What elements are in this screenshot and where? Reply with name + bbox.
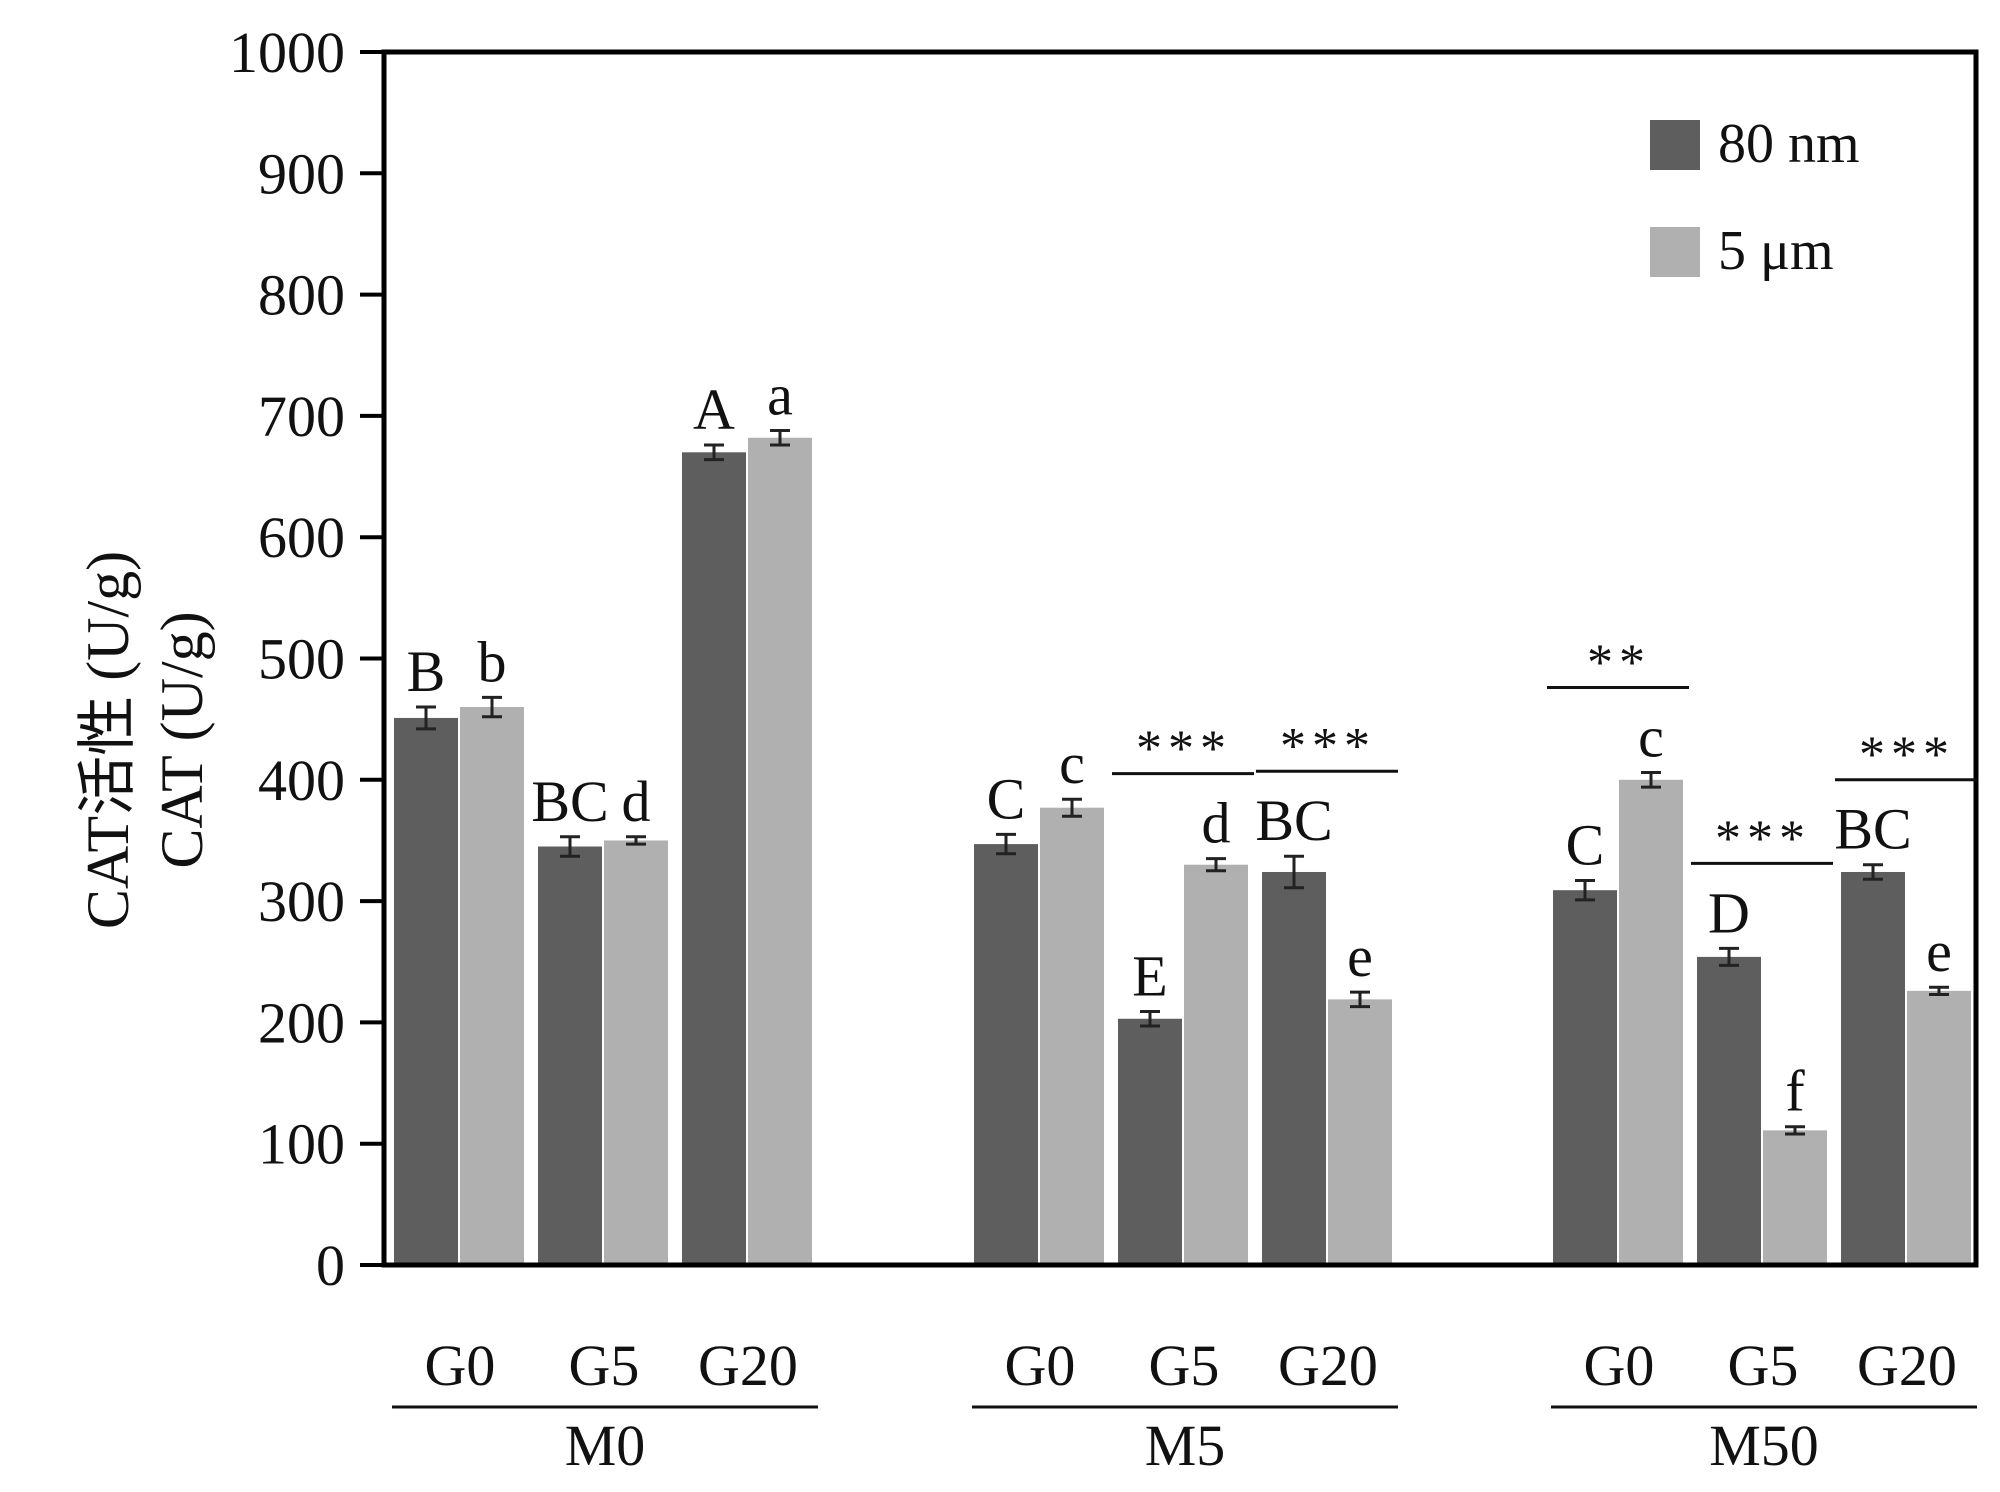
y-tick-label: 700	[258, 384, 345, 449]
bar-80nm-M5-G0	[974, 844, 1038, 1265]
x-subcategory-label: G0	[1005, 1333, 1076, 1398]
y-tick-label: 400	[258, 748, 345, 813]
bar-5μm-M5-G20	[1328, 999, 1392, 1265]
y-tick-label: 100	[258, 1112, 345, 1177]
bar-80nm-M0-G20	[682, 452, 746, 1265]
significance-letter: e	[1347, 924, 1373, 989]
x-subcategory-label: G20	[698, 1333, 798, 1398]
x-subcategory-label: G0	[1584, 1333, 1655, 1398]
bars-layer	[394, 437, 1971, 1265]
bar-5μm-M0-G20	[748, 437, 812, 1265]
legend-swatch	[1650, 120, 1700, 170]
significance-letter: C	[1566, 812, 1605, 877]
bar-5μm-M0-G0	[460, 707, 524, 1265]
x-group-label: M5	[1145, 1413, 1226, 1478]
significance-letter: b	[478, 629, 507, 694]
significance-letter: d	[1202, 791, 1231, 856]
x-subcategory-label: G20	[1857, 1333, 1957, 1398]
y-axis-label: CAT活性 (U/g) CAT (U/g)	[75, 551, 215, 929]
y-tick-label: 600	[258, 505, 345, 570]
error-bars-layer	[416, 428, 1949, 1136]
significance-letter: c	[1638, 705, 1664, 770]
y-tick-label: 200	[258, 990, 345, 1055]
bar-80nm-M50-G0	[1553, 890, 1617, 1265]
y-tick-label: 0	[316, 1233, 345, 1298]
significance-letter: C	[987, 766, 1026, 831]
bar-80nm-M5-G20	[1262, 871, 1326, 1265]
bar-80nm-M5-G5	[1118, 1018, 1182, 1265]
significance-stars: ***	[1136, 721, 1232, 778]
significance-stars: **	[1587, 635, 1651, 692]
y-tick-label: 1000	[229, 20, 345, 85]
significance-letter: a	[767, 362, 793, 427]
y-tick-label: 300	[258, 869, 345, 934]
bar-80nm-M0-G0	[394, 717, 458, 1265]
bar-80nm-M50-G20	[1841, 871, 1905, 1265]
significance-stars: ***	[1859, 727, 1955, 784]
bar-5μm-M5-G0	[1040, 807, 1104, 1265]
significance-stars: ***	[1715, 810, 1811, 867]
bar-80nm-M0-G5	[538, 846, 602, 1265]
x-group-label: M50	[1709, 1413, 1819, 1478]
bar-5μm-M50-G0	[1619, 779, 1683, 1265]
significance-letter: e	[1926, 919, 1952, 984]
x-group-label: M0	[565, 1413, 646, 1478]
x-subcategory-label: G5	[1728, 1333, 1799, 1398]
x-subcategory-label: G5	[569, 1333, 640, 1398]
bar-5μm-M50-G20	[1907, 990, 1971, 1265]
y-tick-label: 900	[258, 141, 345, 206]
significance-stars: ***	[1280, 718, 1376, 775]
x-axis-labels: G0 G5 G20 M0 G0 G5 G20 M5 G0 G5 G20 M50	[392, 1333, 1977, 1478]
significance-letter: A	[693, 377, 735, 442]
y-axis-label-line-2: CAT (U/g)	[149, 611, 215, 868]
y-axis-label-line-1: CAT活性 (U/g)	[75, 551, 141, 929]
significance-letter: BC	[1255, 788, 1332, 853]
bar-5μm-M50-G5	[1763, 1130, 1827, 1265]
significance-letter: BC	[531, 769, 608, 834]
bar-80nm-M50-G5	[1697, 956, 1761, 1265]
significance-letter: E	[1132, 943, 1167, 1008]
bar-5μm-M5-G5	[1184, 864, 1248, 1265]
x-subcategory-label: G5	[1149, 1333, 1220, 1398]
y-tick-label: 800	[258, 263, 345, 328]
significance-letter: f	[1785, 1059, 1805, 1124]
y-axis-ticks: 0 100 200 300 400 500 600 700 800 900 1000	[229, 20, 384, 1298]
legend-label: 5 μm	[1718, 220, 1834, 282]
legend-swatch	[1650, 227, 1700, 277]
bar-5μm-M0-G5	[604, 840, 668, 1265]
significance-letter: c	[1059, 731, 1085, 796]
y-tick-label: 500	[258, 627, 345, 692]
significance-letter: BC	[1834, 797, 1911, 862]
x-subcategory-label: G0	[425, 1333, 496, 1398]
significance-letter: d	[622, 769, 651, 834]
legend: 80 nm 5 μm	[1650, 113, 1860, 282]
significance-letter: D	[1708, 880, 1750, 945]
legend-label: 80 nm	[1718, 113, 1860, 175]
x-subcategory-label: G20	[1278, 1333, 1378, 1398]
significance-letter: B	[407, 639, 446, 704]
